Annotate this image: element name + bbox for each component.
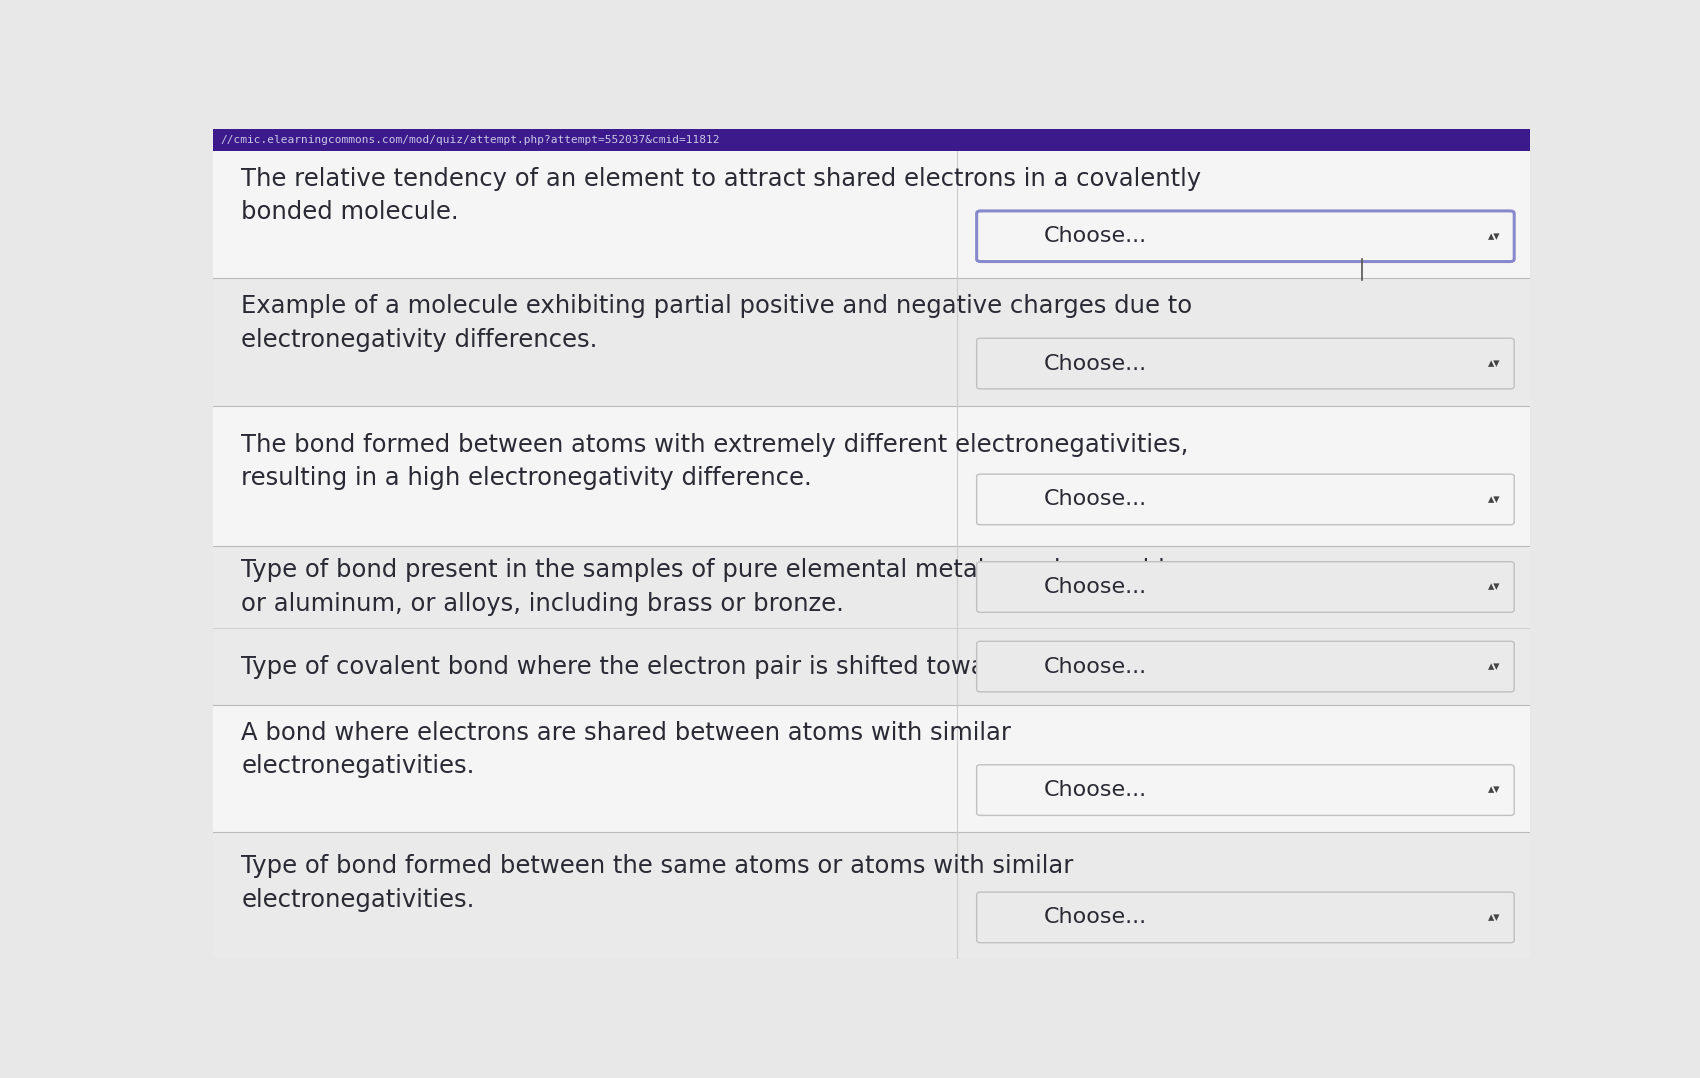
Text: ▴▾: ▴▾ [1488,660,1501,673]
Text: The bond formed between atoms with extremely different electronegativities,
resu: The bond formed between atoms with extre… [241,433,1188,490]
FancyBboxPatch shape [212,705,1530,832]
FancyBboxPatch shape [976,338,1515,389]
Text: Type of bond formed between the same atoms or atoms with similar
electronegativi: Type of bond formed between the same ato… [241,854,1074,912]
FancyBboxPatch shape [212,545,1530,705]
Text: Choose...: Choose... [1044,354,1148,374]
Text: Choose...: Choose... [1044,657,1148,677]
FancyBboxPatch shape [976,474,1515,525]
Text: Type of bond present in the samples of pure elemental metals, such as gold
or al: Type of bond present in the samples of p… [241,558,1164,616]
Text: Choose...: Choose... [1044,489,1148,510]
Text: Choose...: Choose... [1044,908,1148,927]
Text: Type of covalent bond where the electron pair is shifted toward one atom.: Type of covalent bond where the electron… [241,654,1142,678]
Text: Choose...: Choose... [1044,226,1148,246]
Text: Choose...: Choose... [1044,577,1148,597]
FancyBboxPatch shape [212,151,1530,278]
Text: //cmic.elearningcommons.com/mod/quiz/attempt.php?attempt=552037&cmid=11812: //cmic.elearningcommons.com/mod/quiz/att… [221,135,719,146]
FancyBboxPatch shape [212,278,1530,405]
Text: ▴▾: ▴▾ [1488,493,1501,506]
Text: The relative tendency of an element to attract shared electrons in a covalently
: The relative tendency of an element to a… [241,167,1202,224]
Text: ▴▾: ▴▾ [1488,784,1501,797]
Text: ▴▾: ▴▾ [1488,911,1501,924]
FancyBboxPatch shape [976,211,1515,262]
FancyBboxPatch shape [976,641,1515,692]
FancyBboxPatch shape [976,562,1515,612]
Text: ▴▾: ▴▾ [1488,357,1501,370]
Text: A bond where electrons are shared between atoms with similar
electronegativities: A bond where electrons are shared betwee… [241,720,1011,778]
FancyBboxPatch shape [976,893,1515,943]
Text: ▴▾: ▴▾ [1488,230,1501,243]
Text: Choose...: Choose... [1044,780,1148,800]
Text: ▴▾: ▴▾ [1488,581,1501,594]
FancyBboxPatch shape [212,832,1530,959]
Text: Example of a molecule exhibiting partial positive and negative charges due to
el: Example of a molecule exhibiting partial… [241,294,1193,351]
FancyBboxPatch shape [212,129,1530,151]
FancyBboxPatch shape [976,764,1515,815]
FancyBboxPatch shape [212,405,1530,545]
